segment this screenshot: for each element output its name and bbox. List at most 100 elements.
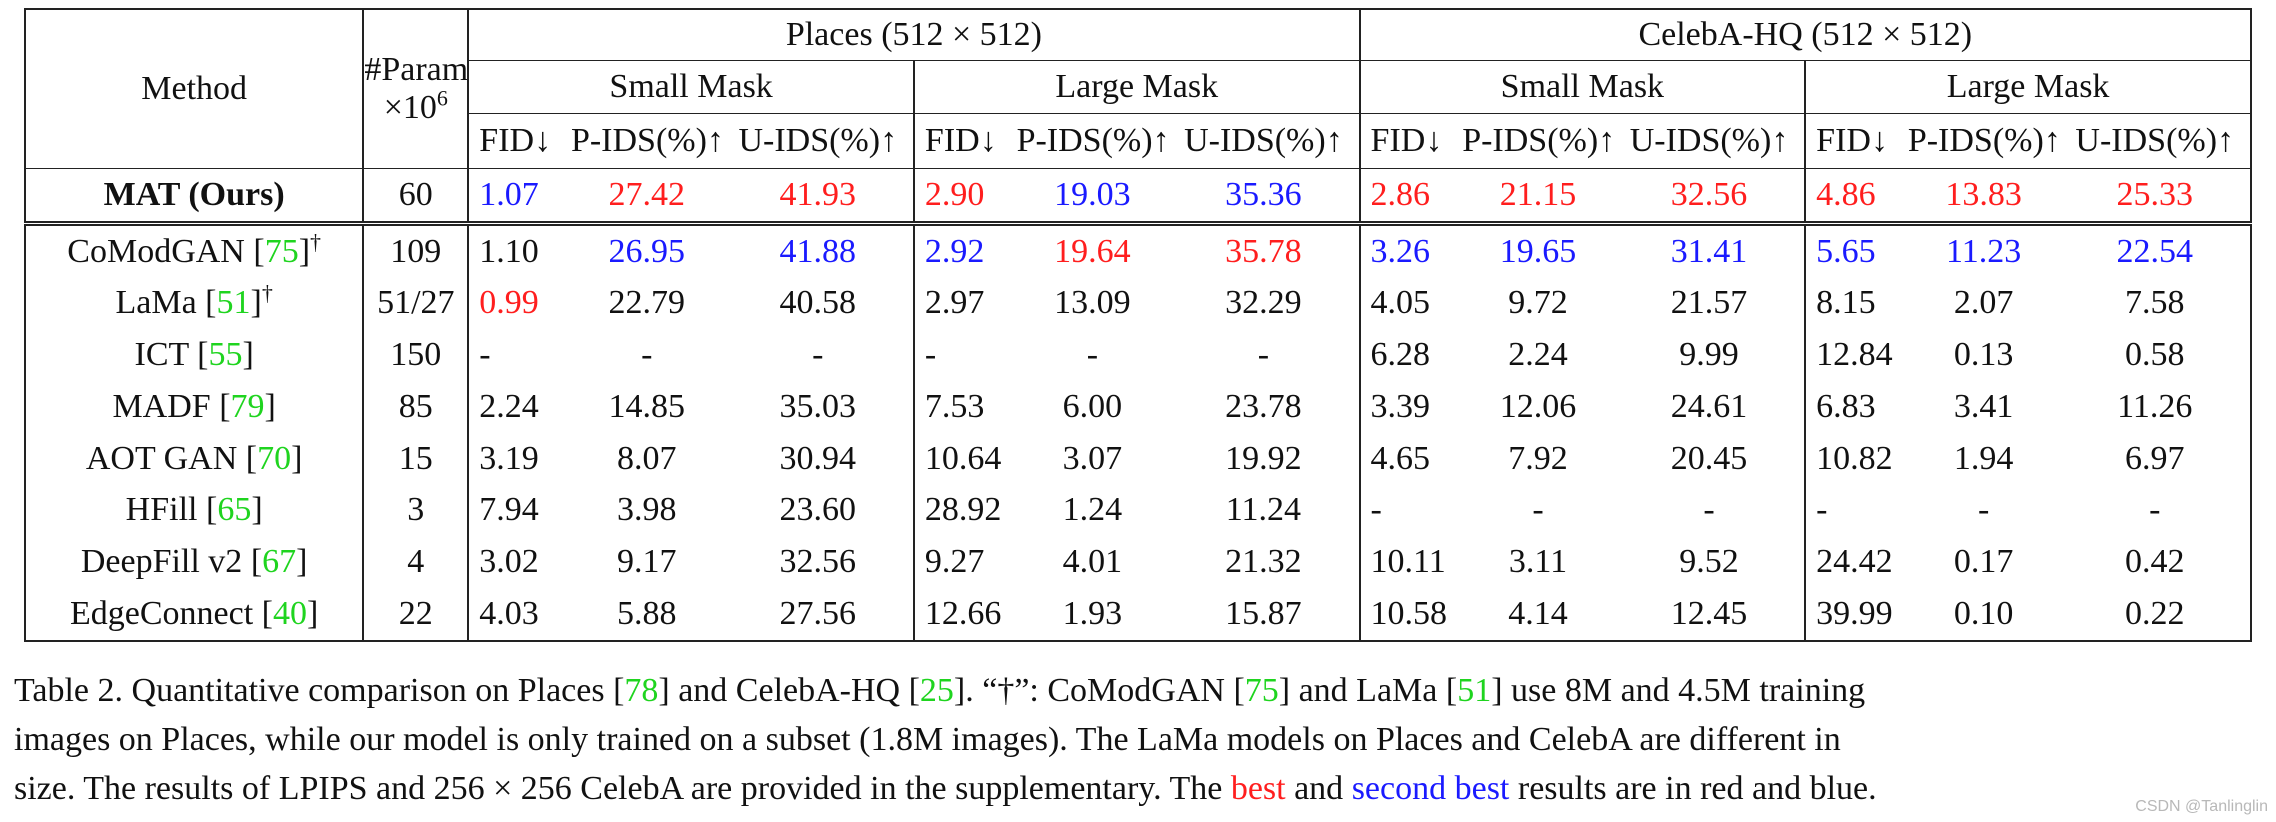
citation-link[interactable]: 51	[216, 284, 251, 322]
metric-value: 9.72	[1508, 284, 1568, 322]
metric-value: 12.45	[1613, 588, 1807, 642]
metric-header: P-IDS(%)↑	[1462, 113, 1614, 169]
citation-link[interactable]: 67	[262, 543, 297, 581]
metric-value: 11.23	[1946, 232, 2022, 270]
metric-value: 4.05	[1370, 284, 1431, 322]
table-row: MADF [79] 85 2.24 14.85 35.03 7.53 6.00 23.78 3.…	[23, 381, 2252, 433]
metric-value: -	[1532, 491, 1544, 529]
ref-51[interactable]: 51	[1457, 672, 1492, 709]
param-count: 51/27	[363, 277, 470, 330]
metric-value: 3.26	[1370, 232, 1431, 270]
metric-value: -	[2059, 484, 2252, 537]
metric-header: U-IDS(%)↑	[722, 113, 915, 169]
metric-value: 12.06	[1499, 387, 1577, 425]
metric-value: 10.82	[1816, 439, 1893, 477]
param-header-bottom: ×106	[383, 85, 448, 126]
metric-value: 24.61	[1613, 381, 1807, 433]
places-small-mask-header: Small Mask	[468, 60, 915, 114]
metric-value: 3.39	[1370, 387, 1431, 425]
param-count: 85	[363, 381, 470, 433]
citation-link[interactable]: 70	[257, 439, 292, 477]
metric-header: FID↓	[913, 113, 1017, 169]
metric-value: 1.94	[1953, 439, 2014, 477]
metric-value: 10.64	[924, 439, 1002, 477]
table-caption: Table 2. Quantitative comparison on Plac…	[14, 666, 2264, 813]
metric-value: 5.65	[1816, 232, 1876, 270]
caption-line-1: Table 2. Quantitative comparison on Plac…	[14, 672, 1866, 709]
metric-value: 12.66	[913, 588, 1017, 642]
param-count: 22	[363, 588, 470, 642]
method-name: CoModGAN [75]†	[23, 223, 365, 278]
method-header: Method	[23, 8, 365, 169]
metric-value: 0.22	[2059, 588, 2252, 642]
metric-header: U-IDS(%)↑	[1168, 113, 1361, 169]
citation-link[interactable]: 55	[208, 336, 243, 374]
metric-value: 6.28	[1370, 336, 1431, 374]
metric-value: 1.07	[468, 168, 571, 226]
citation-link[interactable]: 40	[272, 594, 307, 632]
method-name: LaMa [51]†	[23, 277, 365, 330]
metric-value: 4.86	[1805, 168, 1908, 226]
citation-link[interactable]: 79	[230, 387, 265, 425]
metric-value: 2.07	[1953, 284, 2014, 322]
metric-value: 9.99	[1613, 329, 1807, 381]
metric-value: 8.15	[1816, 284, 1876, 322]
param-count: 109	[363, 223, 470, 278]
metric-value: 0.99	[479, 284, 539, 322]
metric-value: 3.98	[617, 491, 677, 529]
places-header: Places (512 × 512)	[468, 8, 1361, 61]
metric-value: 19.92	[1168, 432, 1361, 485]
metric-value: 0.13	[1953, 336, 2014, 374]
metric-value: 2.24	[1508, 336, 1568, 374]
metric-value: -	[641, 336, 653, 374]
metric-value: 5.88	[570, 588, 723, 642]
citation-link[interactable]: 75	[264, 232, 299, 270]
metric-value: 1.24	[1062, 491, 1123, 529]
metric-value: 27.56	[722, 588, 915, 642]
best-label: best	[1230, 770, 1286, 807]
metric-value: 11.24	[1168, 484, 1361, 537]
metric-value: 19.64	[1054, 232, 1131, 270]
metric-header: FID↓	[1359, 113, 1463, 169]
metric-value: 2.90	[913, 168, 1017, 226]
metric-value: 3.11	[1508, 543, 1568, 581]
method-name: MAT (Ours)	[23, 168, 365, 226]
method-name: AOT GAN [70]	[23, 432, 365, 485]
metric-value: 4.14	[1462, 588, 1614, 642]
metric-value: 7.58	[2059, 277, 2252, 330]
metric-value: 27.42	[570, 168, 723, 226]
ref-25[interactable]: 25	[919, 672, 954, 709]
metric-value: -	[1086, 336, 1099, 374]
metric-value: 25.33	[2059, 168, 2252, 226]
metric-header: P-IDS(%)↑	[570, 113, 723, 169]
metric-value: 13.09	[1054, 284, 1131, 322]
ref-75[interactable]: 75	[1244, 672, 1279, 709]
metric-header: FID↓	[1805, 113, 1908, 169]
citation-link[interactable]: 65	[217, 491, 252, 529]
metric-value: 39.99	[1805, 588, 1908, 642]
metric-value: 31.41	[1613, 223, 1807, 278]
metric-value: 4.01	[1062, 543, 1123, 581]
metric-value: 14.85	[608, 387, 686, 425]
metric-value: 6.00	[1062, 387, 1123, 425]
places-large-mask-header: Large Mask	[913, 60, 1361, 114]
metric-value: 0.10	[1907, 588, 2060, 642]
ref-78[interactable]: 78	[624, 672, 659, 709]
metric-value: -	[1168, 329, 1361, 381]
caption-line-3: size. The results of LPIPS and 256 × 256…	[14, 770, 1877, 807]
metric-value: -	[722, 329, 915, 381]
metric-value: 9.52	[1613, 536, 1807, 588]
param-count: 3	[363, 484, 470, 537]
metric-header: U-IDS(%)↑	[1613, 113, 1807, 169]
metric-value: 19.65	[1499, 232, 1577, 270]
metric-value: 41.93	[722, 168, 915, 226]
table-row: DeepFill v2 [67] 4 3.02 9.17 32.56 9.27 4.01 21…	[23, 536, 2252, 588]
metric-value: 7.94	[479, 491, 539, 529]
method-name: DeepFill v2 [67]	[23, 536, 365, 588]
metric-header: U-IDS(%)↑	[2059, 113, 2252, 169]
celeba-large-mask-header: Large Mask	[1805, 60, 2252, 114]
metric-value: 22.54	[2059, 223, 2252, 278]
param-count: 4	[363, 536, 470, 588]
metric-value: 23.60	[722, 484, 915, 537]
metric-value: 32.56	[1613, 168, 1807, 226]
